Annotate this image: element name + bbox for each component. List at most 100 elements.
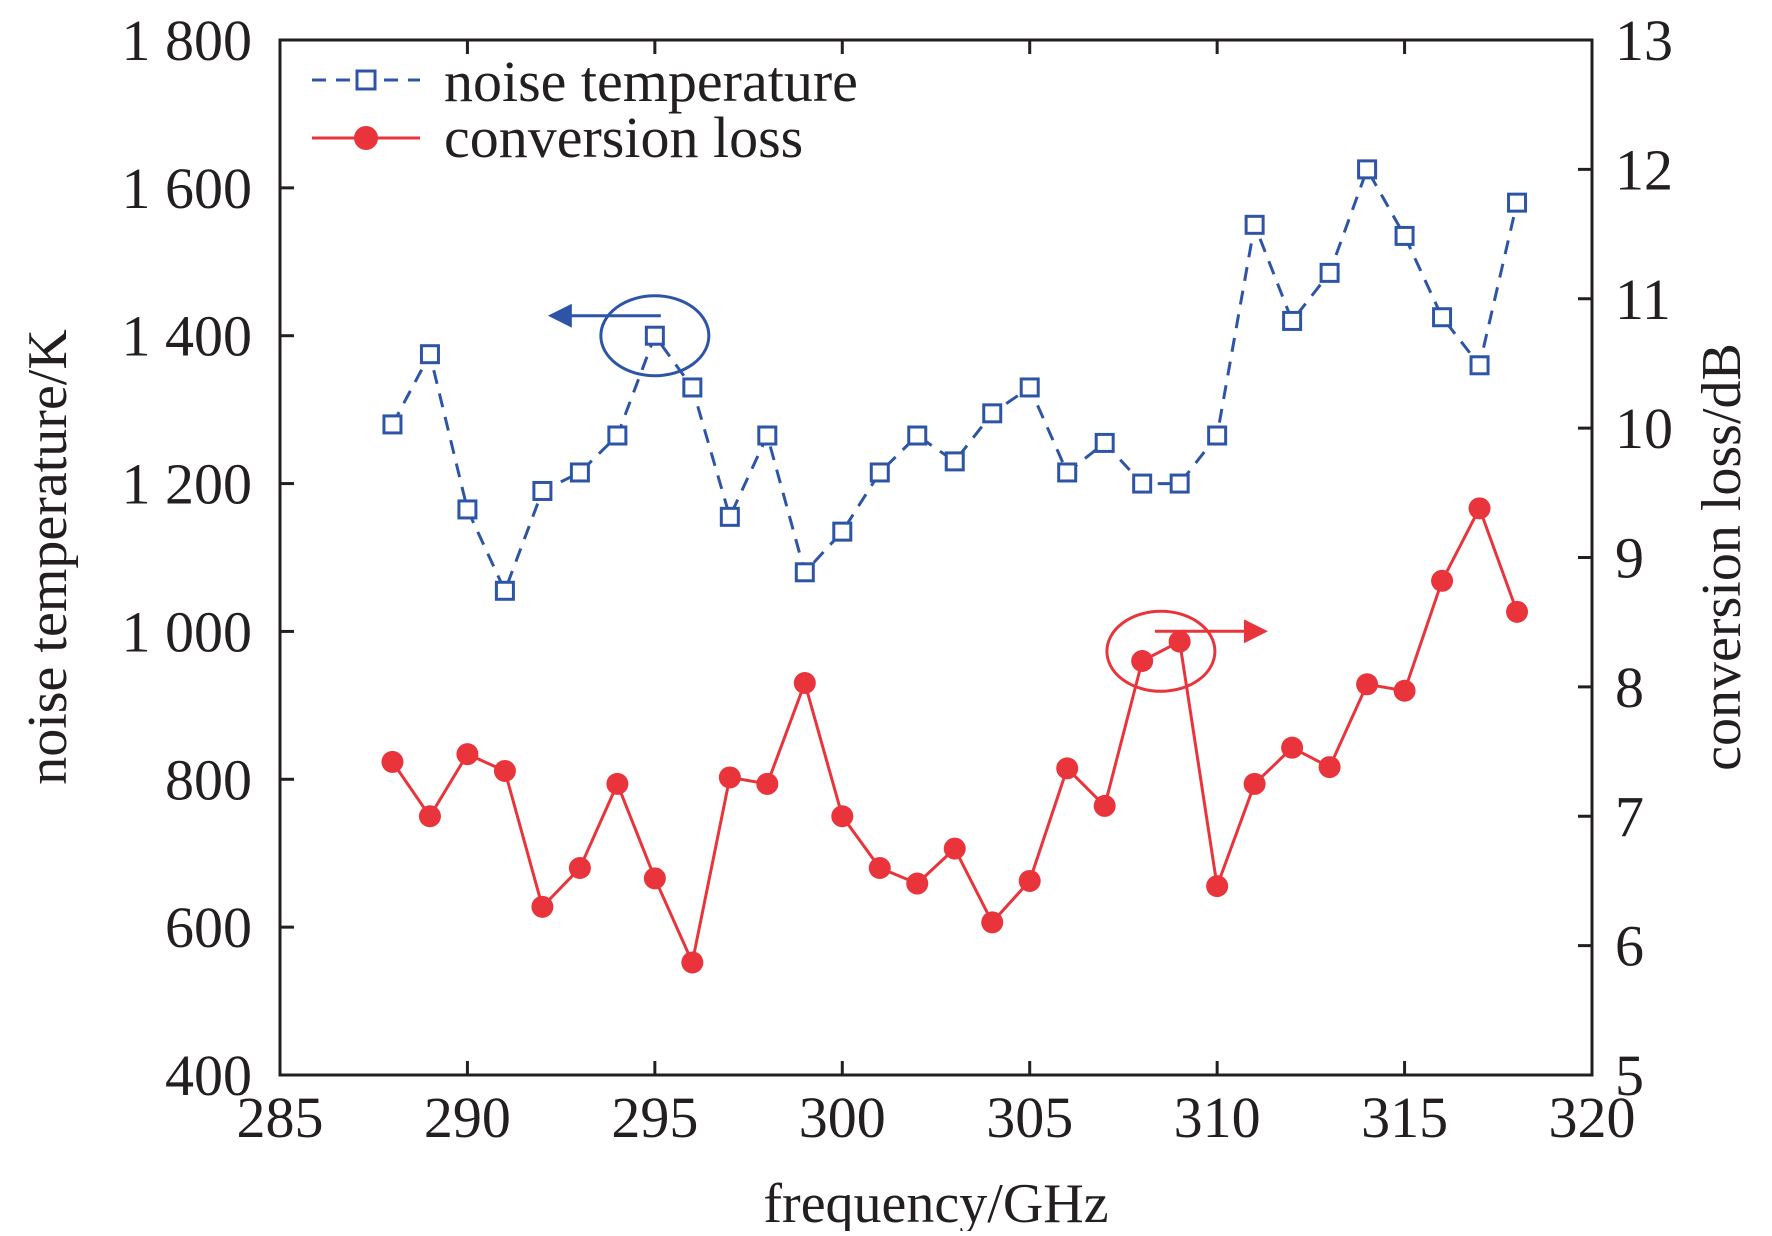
data-point-conversion-loss [1431, 569, 1454, 592]
data-point-noise-temperature [832, 521, 853, 542]
data-point-conversion-loss [381, 750, 404, 773]
legend-entry-noise-temperature: noise temperature [312, 49, 858, 114]
y-left-tick-label: 800 [165, 747, 252, 812]
data-point-conversion-loss [1018, 869, 1041, 892]
y-left-tick-label: 1 800 [122, 8, 253, 73]
data-point-conversion-loss [1056, 757, 1079, 780]
x-tick-label: 305 [986, 1085, 1073, 1150]
data-point-noise-temperature [1132, 473, 1153, 494]
x-tick-label: 300 [799, 1085, 886, 1150]
data-point-noise-temperature [419, 344, 440, 365]
data-point-conversion-loss [1281, 736, 1304, 759]
data-point-noise-temperature [1094, 432, 1115, 453]
data-point-conversion-loss [718, 766, 741, 789]
data-point-conversion-loss [1206, 875, 1229, 898]
data-point-conversion-loss [943, 837, 966, 860]
data-point-conversion-loss [1168, 630, 1191, 653]
data-point-noise-temperature [944, 451, 965, 472]
x-tick-label: 310 [1174, 1085, 1261, 1150]
data-point-noise-temperature [907, 425, 928, 446]
data-point-conversion-loss [418, 805, 441, 828]
y-right-tick-label: 13 [1615, 8, 1673, 73]
annotation-ellipse [599, 294, 711, 378]
data-point-conversion-loss [1393, 679, 1416, 702]
right-axis-title: conversion loss/dB [1691, 343, 1753, 771]
data-point-conversion-loss [756, 772, 779, 795]
data-point-noise-temperature [1432, 307, 1453, 328]
data-point-conversion-loss [793, 671, 816, 694]
series-line-noise-temperature [391, 165, 1519, 595]
data-point-conversion-loss [568, 857, 591, 879]
y-right-tick-label: 10 [1615, 396, 1673, 461]
data-point-conversion-loss [1243, 772, 1266, 795]
data-point-noise-temperature [719, 506, 740, 527]
legend-label-noise-temperature: noise temperature [444, 49, 858, 114]
data-point-conversion-loss [981, 911, 1004, 934]
y-left-tick-label: 1 400 [122, 304, 253, 369]
data-point-conversion-loss [456, 743, 479, 766]
data-point-noise-temperature [1357, 159, 1378, 180]
x-axis-title: frequency/GHz [763, 1173, 1108, 1231]
y-right-tick-label: 5 [1615, 1043, 1644, 1108]
data-point-noise-temperature [1169, 473, 1190, 494]
data-point-conversion-loss [643, 867, 666, 890]
y-left-tick-label: 1 000 [122, 599, 253, 664]
data-point-conversion-loss [606, 772, 629, 795]
y-left-tick-label: 1 200 [122, 452, 253, 517]
y-right-tick-label: 11 [1615, 267, 1671, 332]
data-point-noise-temperature [1282, 310, 1303, 331]
data-point-conversion-loss [1506, 600, 1529, 623]
y-right-tick-label: 7 [1615, 784, 1644, 849]
x-tick-label: 290 [424, 1085, 511, 1150]
data-point-noise-temperature [1244, 214, 1265, 235]
data-point-noise-temperature [1394, 225, 1415, 246]
data-point-noise-temperature [532, 480, 553, 501]
data-point-conversion-loss [681, 951, 704, 974]
data-point-noise-temperature [982, 403, 1003, 424]
legend-swatch-conversion-loss-marker [354, 126, 378, 150]
axis-ticks [278, 38, 1594, 1077]
data-point-noise-temperature [1207, 425, 1228, 446]
legend: noise temperature conversion loss [312, 49, 858, 170]
data-point-noise-temperature [644, 325, 665, 346]
y-left-tick-label: 400 [165, 1043, 252, 1108]
data-point-noise-temperature [1319, 262, 1340, 283]
y-right-tick-label: 9 [1615, 526, 1644, 591]
data-point-conversion-loss [1131, 650, 1154, 672]
data-point-noise-temperature [1057, 462, 1078, 483]
data-point-conversion-loss [493, 759, 516, 782]
data-point-conversion-loss [1468, 497, 1491, 520]
data-point-conversion-loss [831, 805, 854, 828]
data-point-conversion-loss [1356, 673, 1379, 696]
legend-swatch-noise-temperature-marker [355, 69, 377, 91]
y-right-tick-label: 6 [1615, 914, 1644, 979]
left-axis-title: noise temperature/K [17, 329, 79, 785]
x-tick-label: 295 [611, 1085, 698, 1150]
data-point-conversion-loss [906, 872, 929, 895]
data-point-noise-temperature [457, 499, 478, 520]
x-tick-label: 285 [237, 1085, 324, 1150]
data-point-conversion-loss [1093, 794, 1116, 817]
data-point-noise-temperature [382, 414, 403, 435]
x-tick-label: 315 [1361, 1085, 1448, 1150]
annotation-ellipse [1105, 609, 1217, 693]
data-point-noise-temperature [1469, 355, 1490, 376]
data-point-noise-temperature [757, 425, 778, 446]
tick-labels: 285 290 295 300 305 310 315 320 400 600 800 1 000 1 … [122, 8, 1674, 1150]
data-point-noise-temperature [682, 377, 703, 398]
legend-entry-conversion-loss: conversion loss [312, 105, 803, 170]
data-point-noise-temperature [607, 425, 628, 446]
y-left-tick-label: 600 [165, 895, 252, 960]
data-point-conversion-loss [531, 895, 554, 918]
data-point-conversion-loss [868, 857, 891, 879]
data-point-noise-temperature [1019, 377, 1040, 398]
data-point-noise-temperature [1507, 192, 1528, 213]
data-point-conversion-loss [1318, 756, 1341, 779]
x-tick-label: 320 [1549, 1085, 1636, 1150]
data-point-noise-temperature [794, 562, 815, 583]
data-point-noise-temperature [869, 462, 890, 483]
series-line-conversion-loss [391, 504, 1519, 968]
data-point-noise-temperature [569, 462, 590, 483]
